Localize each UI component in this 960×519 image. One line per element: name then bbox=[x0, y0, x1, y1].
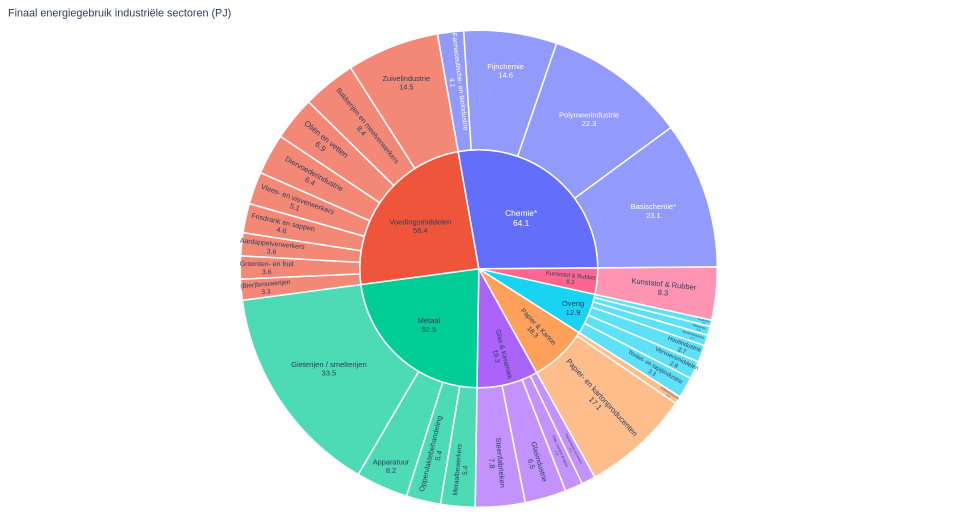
svg-text:(Bier)brouwerijen3.3: (Bier)brouwerijen3.3 bbox=[240, 279, 292, 298]
svg-text:Wasserijen1.4: Wasserijen1.4 bbox=[691, 323, 707, 334]
svg-text:Drukkerijen1.0: Drukkerijen1.0 bbox=[697, 318, 711, 327]
svg-text:Kunststof & Rubber8.3: Kunststof & Rubber8.3 bbox=[545, 271, 596, 289]
svg-text:Meubelindustrie1.7: Meubelindustrie1.7 bbox=[681, 329, 705, 343]
svg-text:Basischemie*23.1: Basischemie* 23.1 bbox=[631, 202, 677, 220]
svg-text:Metaalbewerkers5.4: Metaalbewerkers5.4 bbox=[452, 443, 471, 496]
svg-text:Chemie*64.1: Chemie* 64.1 bbox=[505, 208, 538, 228]
svg-text:Finaal energiegebruik industri: Finaal energiegebruik industriële sector… bbox=[8, 8, 231, 20]
